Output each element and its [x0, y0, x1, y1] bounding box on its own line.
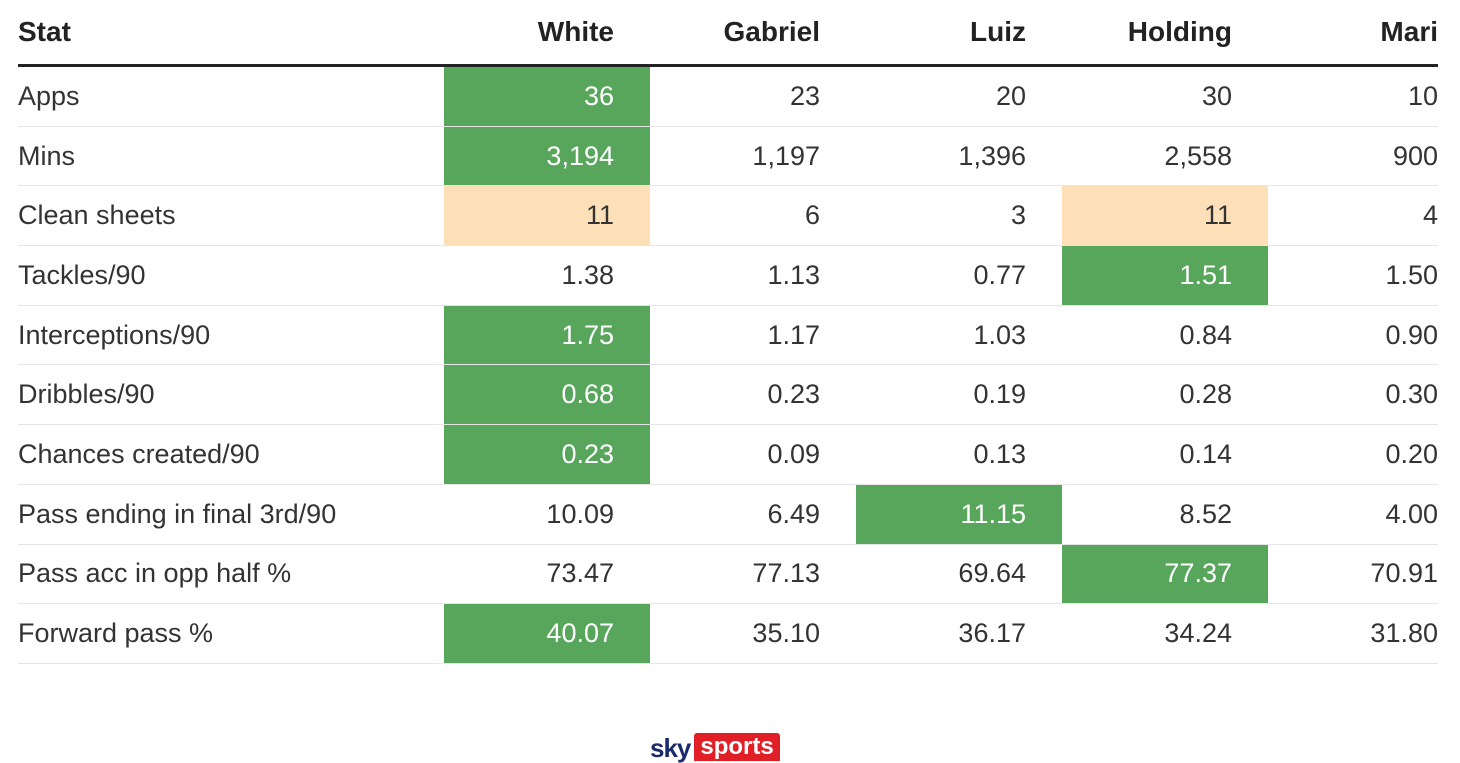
cell-gabriel: 1.17 [767, 319, 820, 350]
table-row: Interceptions/90 1.75 1.17 1.03 0.84 0.90 [18, 305, 1438, 366]
cell-luiz: 69.64 [958, 558, 1026, 589]
cell-gabriel: 23 [789, 80, 820, 111]
cell-holding: 1.51 [1062, 246, 1268, 305]
cell-luiz: 1,396 [958, 140, 1026, 171]
table-row: Pass acc in opp half % 73.47 77.13 69.64 77.… [18, 544, 1438, 605]
cell-mari: 31.80 [1370, 618, 1438, 649]
cell-mari: 0.30 [1385, 379, 1438, 410]
table-body: Apps 36 23 20 30 10 Mins 3,194 1,197 1,396 2,558 90… [18, 67, 1438, 664]
cell-luiz: 11.15 [856, 484, 1062, 544]
table-row: Pass ending in final 3rd/90 10.09 6.49 11.1… [18, 484, 1438, 545]
table-header: Stat White Gabriel Luiz Holding Mari [18, 0, 1438, 67]
row-label: Chances created/90 [18, 438, 260, 469]
stats-table: Stat White Gabriel Luiz Holding Mari App… [18, 0, 1438, 664]
cell-gabriel: 6 [804, 200, 820, 231]
cell-mari: 4 [1422, 200, 1438, 231]
cell-mari: 4.00 [1385, 498, 1438, 529]
header-white: White [537, 16, 614, 47]
cell-white: 10.09 [546, 498, 614, 529]
logo-sports-text: sports [694, 733, 780, 761]
cell-mari: 0.20 [1385, 438, 1438, 469]
row-label: Pass acc in opp half % [18, 558, 292, 589]
cell-gabriel: 0.09 [767, 438, 820, 469]
row-label: Apps [18, 80, 80, 111]
cell-white: 3,194 [444, 126, 650, 186]
cell-holding: 34.24 [1164, 618, 1232, 649]
cell-gabriel: 77.13 [752, 558, 820, 589]
header-stat: Stat [18, 16, 71, 47]
cell-luiz: 0.19 [973, 379, 1026, 410]
cell-mari: 900 [1392, 140, 1438, 171]
header-holding: Holding [1127, 16, 1232, 47]
cell-gabriel: 1,197 [752, 140, 820, 171]
cell-white: 0.23 [444, 425, 650, 484]
cell-gabriel: 0.23 [767, 379, 820, 410]
cell-white: 73.47 [546, 558, 614, 589]
cell-white: 40.07 [444, 604, 650, 663]
table-row: Chances created/90 0.23 0.09 0.13 0.14 0.20 [18, 425, 1438, 485]
cell-mari: 10 [1407, 80, 1438, 111]
cell-holding: 77.37 [1062, 544, 1268, 604]
row-label: Interceptions/90 [18, 319, 211, 350]
cell-mari: 0.90 [1385, 319, 1438, 350]
cell-holding: 11 [1062, 186, 1268, 246]
cell-holding: 0.84 [1179, 319, 1232, 350]
row-label: Mins [18, 140, 76, 171]
cell-luiz: 20 [995, 80, 1026, 111]
cell-luiz: 0.13 [973, 438, 1026, 469]
cell-gabriel: 35.10 [752, 618, 820, 649]
logo-sky-text: sky [650, 733, 691, 763]
header-gabriel: Gabriel [723, 16, 820, 47]
cell-white: 1.75 [444, 305, 650, 365]
cell-gabriel: 1.13 [767, 259, 820, 290]
table-row: Clean sheets 11 6 3 11 4 [18, 186, 1438, 247]
cell-holding: 30 [1201, 80, 1232, 111]
table-row: Dribbles/90 0.68 0.23 0.19 0.28 0.30 [18, 365, 1438, 426]
cell-luiz: 0.77 [973, 259, 1026, 290]
table-row: Tackles/90 1.38 1.13 0.77 1.51 1.50 [18, 246, 1438, 306]
header-luiz: Luiz [970, 16, 1026, 47]
cell-holding: 2,558 [1164, 140, 1232, 171]
header-mari: Mari [1380, 16, 1438, 47]
cell-white: 36 [444, 67, 650, 126]
sky-sports-logo: sky sports [650, 733, 780, 761]
row-label: Forward pass % [18, 618, 214, 649]
row-label: Pass ending in final 3rd/90 [18, 498, 337, 529]
cell-luiz: 1.03 [973, 319, 1026, 350]
row-label: Clean sheets [18, 200, 176, 231]
table-row: Apps 36 23 20 30 10 [18, 67, 1438, 127]
cell-white: 1.38 [561, 259, 614, 290]
cell-mari: 70.91 [1370, 558, 1438, 589]
cell-white: 11 [444, 186, 650, 246]
cell-holding: 0.28 [1179, 379, 1232, 410]
cell-gabriel: 6.49 [767, 498, 820, 529]
cell-white: 0.68 [444, 365, 650, 425]
cell-holding: 0.14 [1179, 438, 1232, 469]
cell-holding: 8.52 [1179, 498, 1232, 529]
row-label: Tackles/90 [18, 259, 146, 290]
row-label: Dribbles/90 [18, 379, 155, 410]
cell-luiz: 36.17 [958, 618, 1026, 649]
cell-luiz: 3 [1010, 200, 1026, 231]
cell-mari: 1.50 [1385, 259, 1438, 290]
table-row: Forward pass % 40.07 35.10 36.17 34.24 31.80 [18, 604, 1438, 664]
table-row: Mins 3,194 1,197 1,396 2,558 900 [18, 126, 1438, 187]
